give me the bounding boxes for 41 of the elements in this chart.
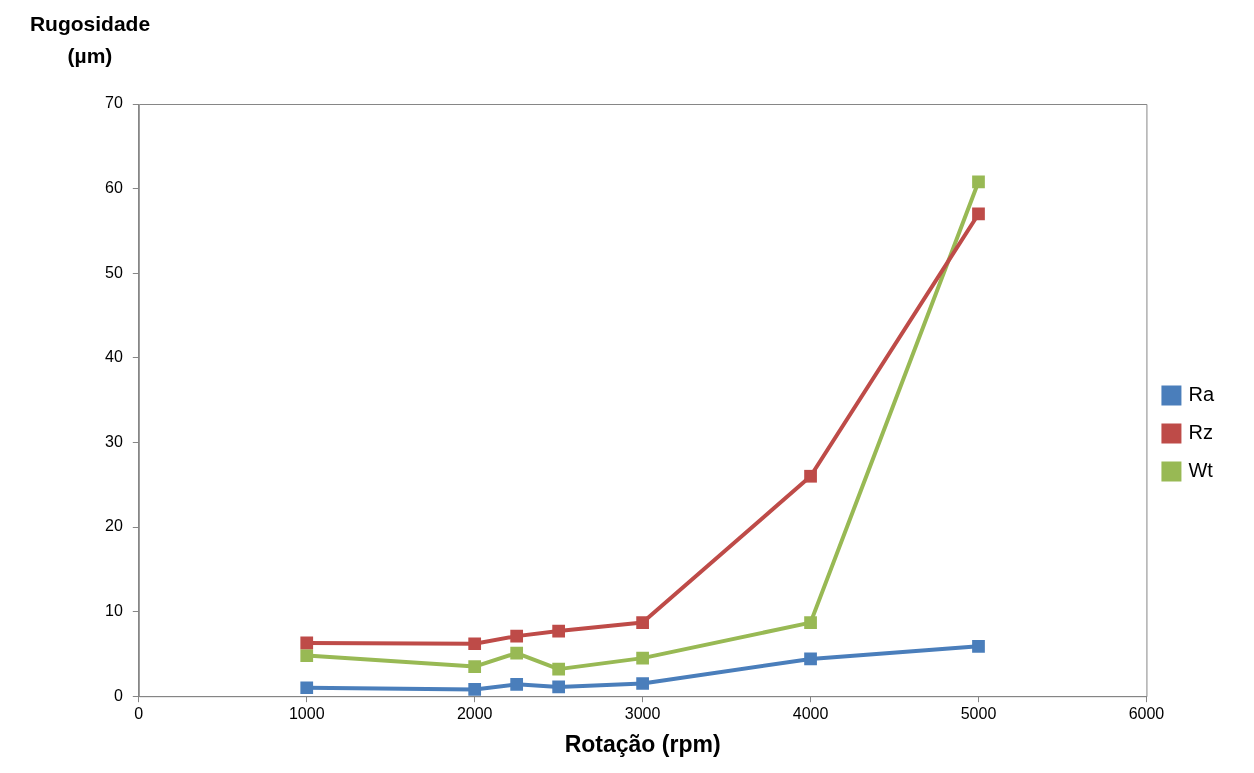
x-tick-label: 4000 [792, 705, 829, 723]
point [636, 616, 649, 629]
point [552, 624, 566, 638]
point [468, 683, 482, 696]
point [972, 207, 985, 221]
legend-label: Ra [1188, 383, 1215, 406]
point [510, 677, 524, 691]
y-tick-label: 0 [113, 686, 123, 704]
point [300, 649, 314, 662]
x-tick-label: 5000 [960, 705, 997, 723]
point [804, 469, 817, 483]
x-tick-label: 3000 [624, 705, 661, 723]
y-tick-label: 70 [105, 94, 123, 112]
point [804, 652, 817, 666]
y-tick-label: 20 [105, 517, 123, 535]
point [300, 636, 314, 650]
point [552, 680, 566, 694]
point [552, 662, 566, 676]
y-axis-title: Rugosidade (µm) [28, 11, 152, 69]
y-tick-label: 50 [105, 263, 123, 281]
x-tick-label: 2000 [456, 705, 493, 723]
x-tick-label: 1000 [288, 705, 325, 723]
point [636, 677, 649, 690]
point [300, 681, 314, 695]
point [468, 660, 482, 673]
y-tick-label: 40 [105, 348, 123, 366]
y-tick-label: 60 [105, 179, 123, 197]
x-tick-label: 6000 [1128, 705, 1165, 723]
legend-label: Wt [1188, 459, 1214, 482]
point [468, 637, 482, 651]
x-tick-label: 0 [134, 705, 144, 723]
point [972, 639, 985, 653]
point [804, 616, 817, 629]
y-tick-label: 30 [105, 432, 123, 450]
legend-label: Rz [1188, 421, 1213, 444]
point [510, 629, 524, 643]
point [972, 175, 985, 189]
point [510, 646, 524, 660]
y-tick-label: 10 [105, 602, 123, 620]
point [636, 651, 649, 665]
x-axis-title: Rotação (rpm) [564, 730, 721, 757]
